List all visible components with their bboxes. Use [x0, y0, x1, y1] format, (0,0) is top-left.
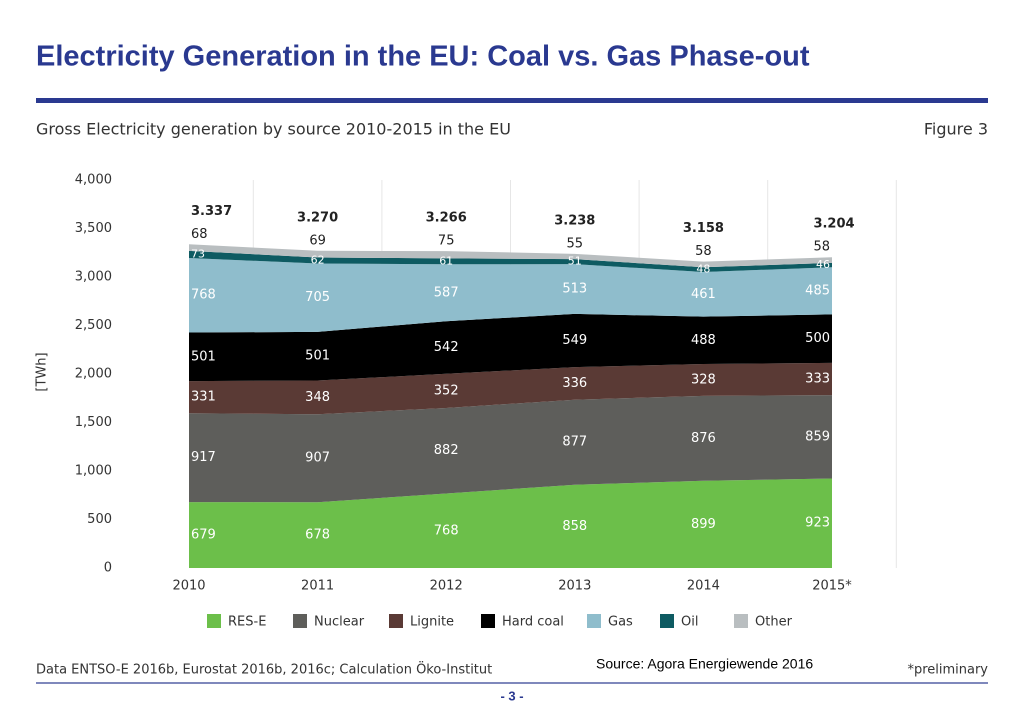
y-tick-label: 1,000: [75, 464, 112, 479]
total-label: 3.266: [426, 211, 467, 226]
legend-label: Nuclear: [314, 615, 365, 630]
legend-label: Other: [755, 615, 793, 630]
legend-swatch: [734, 614, 748, 628]
area: [189, 250, 832, 272]
value-label: 923: [805, 516, 830, 531]
value-label: 461: [691, 287, 716, 302]
value-label: 352: [434, 383, 459, 398]
value-label: 876: [691, 431, 716, 446]
area: [189, 244, 832, 268]
x-tick-label: 2011: [301, 579, 334, 594]
value-label: 58: [695, 244, 712, 259]
value-label: 336: [562, 376, 587, 391]
y-tick-label: 2,000: [75, 367, 112, 382]
value-label: 549: [562, 333, 587, 348]
value-label: 333: [805, 371, 830, 386]
x-tick-label: 2013: [558, 579, 591, 594]
value-label: 488: [691, 333, 716, 348]
chart-title: Gross Electricity generation by source 2…: [36, 120, 511, 139]
total-label: 3.337: [191, 204, 232, 219]
value-label: 678: [305, 528, 330, 543]
total-label: 3.238: [554, 213, 595, 228]
value-label: 859: [805, 429, 830, 444]
legend-label: RES-E: [228, 615, 266, 630]
footer-rule: [36, 682, 988, 684]
y-tick-label: 3,000: [75, 270, 112, 285]
area: [189, 362, 832, 415]
plot: 0 500 1,000 1,500 2,000 2,500 3,000 3,500 4,000 2…: [75, 173, 897, 630]
value-label: 75: [438, 234, 455, 249]
area: [189, 257, 832, 333]
value-label: 768: [191, 288, 216, 303]
value-label: 907: [305, 451, 330, 466]
legend-swatch: [389, 614, 403, 628]
x-tick-label: 2012: [430, 579, 463, 594]
value-label: 917: [191, 450, 216, 465]
value-label: 61: [439, 254, 453, 267]
y-tick-label: 0: [104, 561, 112, 576]
value-label: 877: [562, 435, 587, 450]
value-label: 73: [191, 247, 205, 260]
x-tick-label: 2014: [687, 579, 720, 594]
value-label: 542: [434, 340, 459, 355]
value-label: 348: [305, 390, 330, 405]
value-label: 485: [805, 283, 830, 298]
slide-title: Electricity Generation in the EU: Coal v…: [36, 41, 810, 73]
total-label: 3.270: [297, 210, 338, 225]
legend-swatch: [660, 614, 674, 628]
value-label: 55: [567, 236, 584, 251]
value-label: 513: [562, 281, 587, 296]
value-label: 51: [568, 255, 582, 268]
value-label: 705: [305, 290, 330, 305]
legend-label: Hard coal: [502, 615, 564, 630]
value-label: 331: [191, 390, 216, 405]
footnote: Data ENTSO-E 2016b, Eurostat 2016b, 2016…: [36, 661, 492, 678]
legend-swatch: [481, 614, 495, 628]
value-label: 46: [816, 258, 830, 271]
value-label: 882: [434, 443, 459, 458]
title-rule: [36, 98, 988, 103]
y-tick-label: 500: [87, 512, 112, 527]
value-label: 587: [434, 285, 459, 300]
value-label: 768: [434, 523, 459, 538]
y-tick-label: 4,000: [75, 173, 112, 188]
value-label: 501: [191, 349, 216, 364]
total-label: 3.158: [683, 221, 724, 236]
area: [189, 478, 832, 568]
legend-label: Oil: [681, 615, 698, 630]
value-label: 69: [309, 233, 326, 248]
legend-swatch: [293, 614, 307, 628]
x-tick-label: 2015*: [812, 579, 852, 594]
y-tick-label: 3,500: [75, 221, 112, 236]
x-tick-label: 2010: [172, 579, 205, 594]
value-label: 501: [305, 349, 330, 364]
value-label: 68: [191, 227, 208, 242]
value-label: 48: [696, 263, 710, 276]
value-label: 328: [691, 372, 716, 387]
legend-swatch: [587, 614, 601, 628]
value-label: 500: [805, 331, 830, 346]
footnote-right: *preliminary: [907, 663, 988, 678]
value-label: 679: [191, 528, 216, 543]
value-label: 858: [562, 519, 587, 534]
y-tick-label: 2,500: [75, 318, 112, 333]
value-label: 899: [691, 517, 716, 532]
value-label: 62: [311, 254, 325, 267]
legend-swatch: [207, 614, 221, 628]
figure-label: Figure 3: [924, 120, 988, 139]
area: [189, 313, 832, 382]
total-label: 3.204: [813, 217, 854, 232]
source: Source: Agora Energiewende 2016: [596, 656, 813, 672]
legend-label: Gas: [608, 615, 633, 630]
page-number: - 3 -: [500, 688, 523, 703]
y-tick-label: 1,500: [75, 415, 112, 430]
area: [189, 395, 832, 503]
y-axis-label: [TWh]: [35, 352, 50, 391]
value-label: 58: [813, 240, 830, 255]
legend-label: Lignite: [410, 615, 454, 630]
